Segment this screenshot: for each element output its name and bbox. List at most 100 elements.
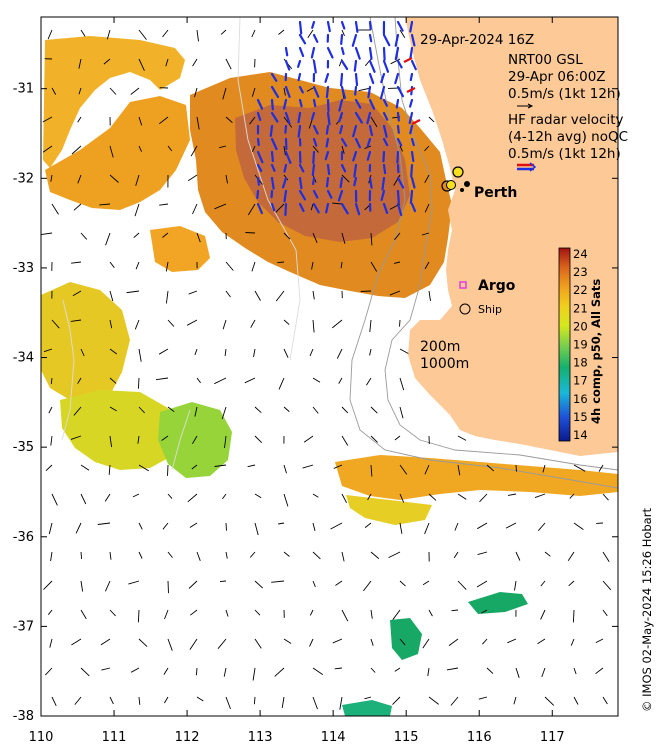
model-velocity-arrow: [251, 87, 256, 97]
hf-radar-arrow: [354, 98, 362, 109]
model-velocity-arrow: [399, 377, 405, 391]
model-velocity-arrow: [340, 261, 343, 269]
hf-radar-arrow: [354, 20, 359, 33]
hf-radar-arrow: [352, 150, 358, 162]
hf-radar-arrow: [368, 59, 376, 73]
model-velocity-arrow: [367, 493, 372, 501]
hf-radar-arrow: [270, 111, 279, 123]
hf-radar-arrow: [340, 20, 346, 30]
model-velocity-arrow: [573, 522, 584, 530]
model-velocity-arrow: [540, 609, 546, 620]
model-velocity-arrow: [390, 58, 401, 65]
hf-radar-arrow: [311, 111, 316, 121]
model-velocity-arrow: [80, 493, 87, 505]
model-velocity-arrow: [80, 667, 90, 677]
model-velocity-arrow: [72, 290, 82, 297]
hf-radar-arrow: [298, 98, 303, 108]
colorbar-tick-label: 18: [573, 356, 588, 370]
model-velocity-arrow: [312, 377, 321, 383]
model-velocity-arrow: [158, 348, 169, 355]
model-velocity-arrow: [130, 87, 140, 95]
hf-radar-arrow: [283, 189, 288, 203]
model-velocity-arrow: [165, 58, 169, 67]
hf-radar-arrow: [408, 111, 414, 125]
model-velocity-arrow: [162, 522, 169, 530]
model-velocity-arrow: [567, 551, 575, 562]
hf-radar-arrow: [368, 124, 373, 137]
model-velocity-arrow: [80, 580, 84, 592]
model-velocity-arrow: [42, 116, 53, 123]
model-velocity-arrow: [370, 551, 380, 559]
model-velocity-arrow: [309, 638, 314, 647]
hf-radar-arrow: [326, 111, 331, 126]
model-velocity-arrow: [283, 638, 292, 644]
colorbar-tick-label: 23: [573, 265, 588, 279]
model-velocity-arrow: [338, 377, 343, 384]
hf-radar-arrow: [312, 176, 316, 186]
model-velocity-arrow: [399, 348, 409, 354]
model-velocity-arrow: [457, 464, 461, 476]
model-velocity-arrow: [109, 551, 112, 560]
model-velocity-arrow: [70, 319, 82, 322]
model-velocity-arrow: [283, 493, 289, 507]
model-velocity-arrow: [138, 145, 143, 152]
model-velocity-arrow: [191, 464, 198, 470]
model-velocity-arrow: [451, 609, 459, 612]
model-velocity-arrow: [70, 435, 82, 440]
model-velocity-arrow: [225, 551, 228, 559]
model-velocity-arrow: [109, 174, 119, 183]
model-velocity-arrow: [254, 435, 263, 444]
model-velocity-arrow: [486, 464, 495, 472]
model-velocity-arrow: [109, 145, 114, 158]
model-velocity-arrow: [283, 232, 291, 240]
model-velocity-arrow: [595, 638, 604, 644]
x-tick-label: 117: [540, 730, 565, 745]
model-velocity-arrow: [48, 522, 53, 535]
model-velocity-arrow: [277, 261, 285, 264]
model-velocity-arrow: [602, 580, 612, 591]
hf-radar-arrow: [256, 111, 262, 122]
colorbar-tick-label: 20: [573, 319, 588, 333]
model-velocity-arrow: [392, 696, 401, 705]
hf-radar-arrow: [340, 72, 344, 87]
model-velocity-arrow: [186, 319, 198, 326]
model-velocity-arrow: [394, 435, 401, 441]
hf-radar-arrow: [340, 33, 344, 46]
model-velocity-arrow: [254, 406, 262, 414]
sst-green-south-patch-3: [342, 700, 392, 716]
hf-radar-arrow: [410, 150, 415, 163]
model-velocity-arrow: [133, 232, 140, 239]
model-velocity-arrow: [108, 464, 111, 475]
sst-orange-south-patch: [335, 455, 618, 500]
hf-radar-arrow: [409, 189, 414, 204]
model-velocity-arrow: [80, 609, 87, 620]
y-tick-label: -36: [13, 530, 34, 545]
model-velocity-arrow: [370, 232, 373, 246]
colorbar-tick-label: 17: [573, 374, 588, 388]
model-velocity-arrow: [161, 435, 169, 441]
model-velocity-arrow: [48, 406, 53, 414]
contour-200m-line: [384, 17, 618, 471]
model-velocity-arrow: [196, 29, 199, 42]
model-velocity-arrow: [137, 435, 140, 444]
model-velocity-arrow: [302, 464, 314, 469]
model-velocity-arrow: [101, 667, 111, 671]
model-velocity-arrow: [283, 348, 289, 358]
credit-label: © IMOS 02-May-2024 15:26 Hobart: [640, 508, 654, 712]
model-velocity-arrow: [138, 551, 143, 559]
hf-radar-arrow: [298, 163, 305, 173]
model-velocity-arrow: [570, 638, 575, 646]
model-velocity-arrow: [428, 696, 439, 705]
model-velocity-arrow: [105, 232, 111, 246]
colorbar-tick-label: 14: [573, 428, 588, 442]
model-velocity-arrow: [399, 493, 405, 503]
hf-radar-arrow: [368, 98, 376, 110]
model-velocity-arrow: [312, 493, 319, 498]
y-tick-label: -31: [13, 82, 34, 97]
model-velocity-arrow: [50, 435, 53, 446]
hf-radar-arrow: [352, 124, 358, 138]
hf-radar-arrow: [284, 46, 289, 57]
hf-radar-arrow: [311, 163, 316, 176]
y-tick-label: -32: [13, 171, 34, 186]
model-velocity-arrow: [244, 377, 256, 384]
